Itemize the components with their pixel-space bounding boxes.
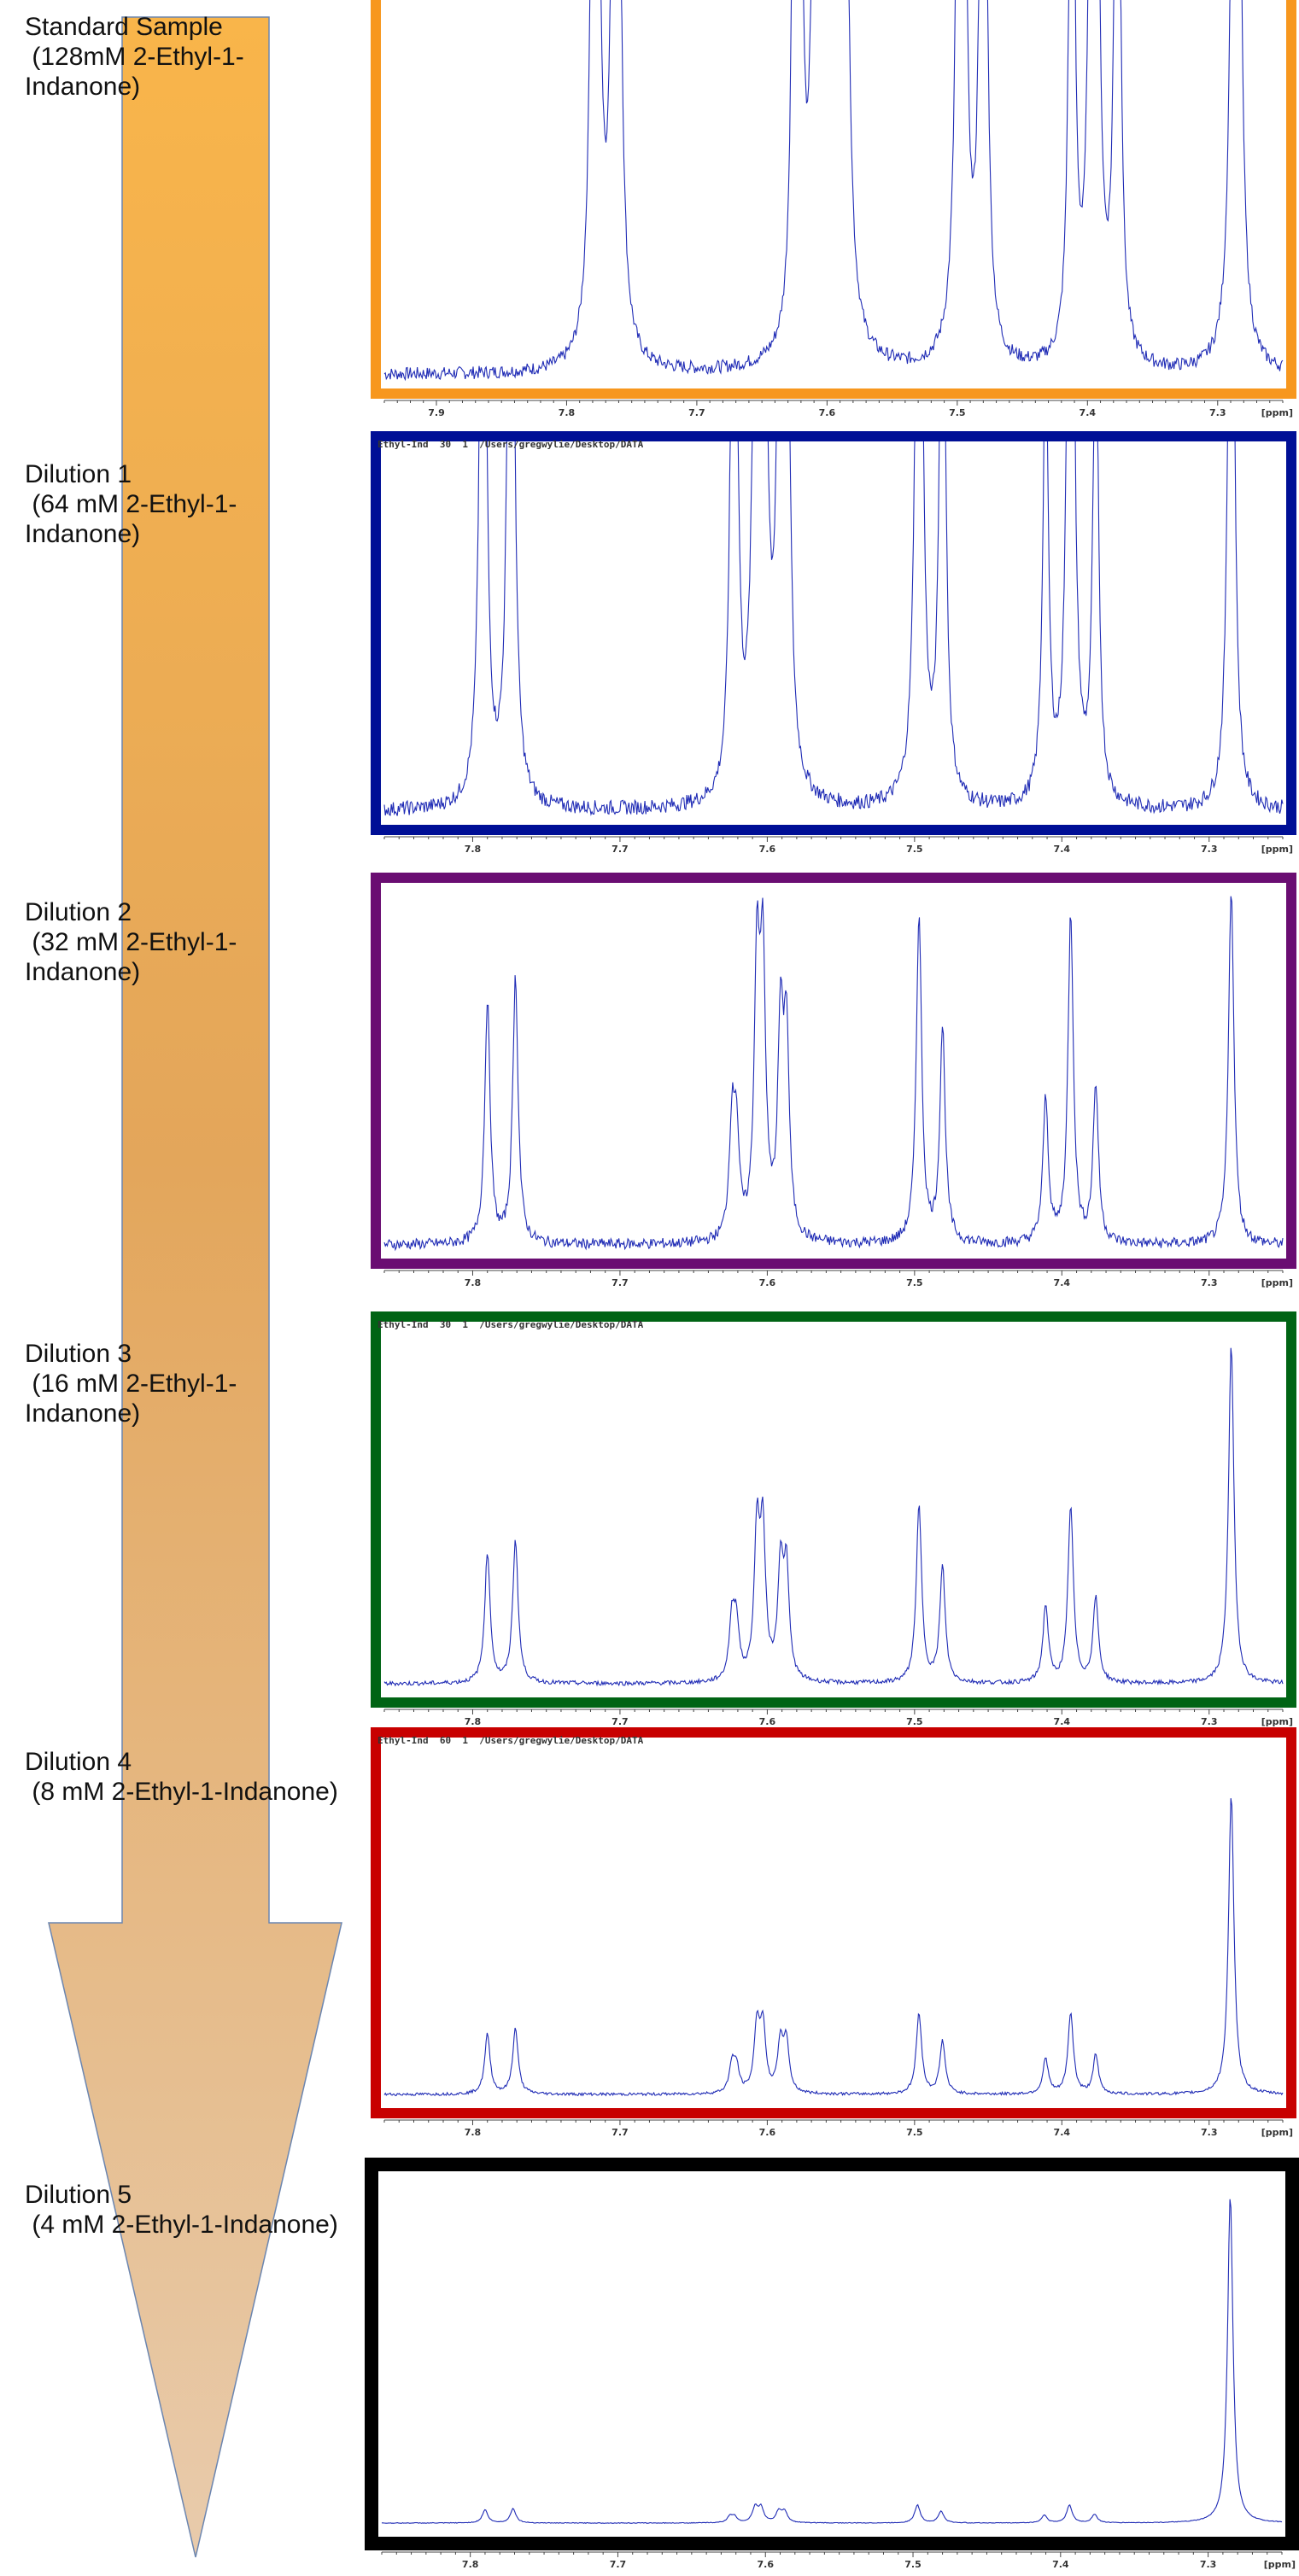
spectrum-panel: 7.8 7.7 7.6 7.5 7.4 7.3 [ppm]	[371, 873, 1296, 1288]
x-tick-label: 7.3	[1201, 1716, 1218, 1727]
sample-label-line: (32 mM 2-Ethyl-1-	[25, 928, 237, 956]
x-tick-label: 7.8	[465, 1716, 482, 1727]
panel-border	[365, 2158, 1299, 2550]
panel-border	[371, 431, 1296, 835]
spectrum-trace	[383, 896, 1284, 1252]
sample-label-line: Dilution 2	[25, 898, 132, 926]
sample-label: Dilution 1 (64 mM 2-Ethyl-1- Indanone)	[25, 459, 237, 549]
x-tick-label: 7.7	[611, 844, 629, 855]
spectrum-chart: 7.8 7.7 7.6 7.5 7.4 7.3 [ppm]	[371, 431, 1296, 855]
spectrum-chart: 7.8 7.7 7.6 7.5 7.4 7.3 [ppm]	[371, 1311, 1296, 1727]
x-unit-label: [ppm]	[1261, 1716, 1293, 1727]
spectrum-trace	[383, 1798, 1284, 2097]
arrow-shape	[48, 16, 342, 2558]
x-tick-label: 7.7	[611, 1277, 629, 1288]
spectrum-header: Ethyl-Ind 60 1 /Users/gregwylie/Desktop/…	[377, 1735, 644, 1746]
x-tick-label: 7.4	[1054, 1277, 1071, 1288]
sample-label: Dilution 2 (32 mM 2-Ethyl-1- Indanone)	[25, 897, 237, 987]
x-tick-label: 7.9	[428, 407, 444, 418]
x-tick-label: 7.5	[906, 2127, 923, 2138]
x-tick-label: 7.3	[1201, 844, 1218, 855]
sample-label-line: Dilution 1	[25, 460, 132, 488]
x-unit-label: [ppm]	[1261, 1277, 1293, 1288]
sample-label: Dilution 5 (4 mM 2-Ethyl-1-Indanone)	[25, 2180, 338, 2240]
x-tick-label: 7.8	[465, 844, 482, 855]
sample-label-line: Dilution 5	[25, 2181, 132, 2209]
spectrum-chart: 7.9 7.8 7.7 7.6 7.5 7.4 7.3 [ppm]	[371, 0, 1296, 418]
panel-border	[371, 873, 1296, 1269]
spectrum-chart: 7.8 7.7 7.6 7.5 7.4 7.3 [ppm]	[371, 1727, 1296, 2138]
x-tick-label: 7.3	[1201, 1277, 1218, 1288]
spectrum-panel: 7.8 7.7 7.6 7.5 7.4 7.3 [ppm]	[365, 2158, 1299, 2570]
x-tick-label: 7.3	[1201, 2127, 1218, 2138]
sample-label-line: Indanone)	[25, 520, 141, 548]
x-tick-label: 7.5	[949, 407, 966, 418]
x-tick-label: 7.6	[759, 1716, 776, 1727]
panel-border	[371, 1311, 1296, 1708]
sample-label: Standard Sample (128mM 2-Ethyl-1- Indanon…	[25, 12, 244, 102]
x-tick-label: 7.7	[610, 2559, 627, 2570]
sample-label-line: (64 mM 2-Ethyl-1-	[25, 490, 237, 518]
sample-label-line: Dilution 4	[25, 1748, 132, 1776]
spectrum-panel: 7.8 7.7 7.6 7.5 7.4 7.3 [ppm] Ethyl-Ind 30 1 /U…	[371, 1311, 1296, 1727]
x-tick-label: 7.8	[465, 1277, 482, 1288]
x-tick-label: 7.5	[904, 2559, 922, 2570]
x-tick-label: 7.4	[1054, 1716, 1071, 1727]
x-tick-label: 7.5	[906, 1277, 923, 1288]
spectrum-trace	[383, 0, 1284, 382]
sample-label-line: Indanone)	[25, 958, 141, 986]
spectrum-trace	[381, 2199, 1283, 2524]
sample-label-line: Indanone)	[25, 73, 141, 101]
x-tick-label: 7.7	[611, 1716, 629, 1727]
x-tick-label: 7.6	[819, 407, 836, 418]
spectrum-header: Ethyl-Ind 30 1 /Users/gregwylie/Desktop/…	[377, 1319, 644, 1330]
x-tick-label: 7.7	[688, 407, 705, 418]
spectrum-panel: 7.8 7.7 7.6 7.5 7.4 7.3 [ppm] Ethyl-Ind 60 1 /U…	[371, 1727, 1296, 2138]
spectrum-panel: 7.8 7.7 7.6 7.5 7.4 7.3 [ppm] Ethyl-Ind 30 1 /U…	[371, 431, 1296, 855]
x-unit-label: [ppm]	[1261, 844, 1293, 855]
x-tick-label: 7.3	[1200, 2559, 1217, 2570]
sample-label: Dilution 4 (8 mM 2-Ethyl-1-Indanone)	[25, 1747, 338, 1807]
x-unit-label: [ppm]	[1261, 407, 1293, 418]
spectrum-trace	[383, 441, 1284, 816]
x-tick-label: 7.5	[906, 1716, 923, 1727]
panel-border	[371, 1727, 1296, 2118]
x-tick-label: 7.4	[1054, 844, 1071, 855]
x-tick-label: 7.4	[1080, 407, 1097, 418]
sample-label-line: (128mM 2-Ethyl-1-	[25, 43, 244, 71]
spectrum-chart: 7.8 7.7 7.6 7.5 7.4 7.3 [ppm]	[371, 873, 1296, 1288]
x-unit-label: [ppm]	[1264, 2559, 1296, 2570]
x-tick-label: 7.7	[611, 2127, 629, 2138]
x-tick-label: 7.6	[759, 2127, 776, 2138]
spectrum-panel: 7.9 7.8 7.7 7.6 7.5 7.4 7.3 [ppm]	[371, 0, 1296, 418]
sample-label-line: Standard Sample	[25, 13, 223, 41]
sample-label-line: (16 mM 2-Ethyl-1-	[25, 1370, 237, 1398]
panel-border	[371, 0, 1296, 399]
sample-label-line: Indanone)	[25, 1399, 141, 1428]
x-tick-label: 7.8	[559, 407, 576, 418]
x-tick-label: 7.4	[1052, 2559, 1069, 2570]
spectrum-header: Ethyl-Ind 30 1 /Users/gregwylie/Desktop/…	[377, 439, 644, 450]
x-tick-label: 7.3	[1209, 407, 1226, 418]
x-tick-label: 7.6	[757, 2559, 774, 2570]
sample-label-line: Dilution 3	[25, 1340, 132, 1368]
spectrum-chart: 7.8 7.7 7.6 7.5 7.4 7.3 [ppm]	[365, 2158, 1299, 2570]
sample-label-line: (4 mM 2-Ethyl-1-Indanone)	[25, 2211, 338, 2239]
x-tick-label: 7.6	[759, 844, 776, 855]
x-tick-label: 7.8	[462, 2559, 479, 2570]
sample-label-line: (8 mM 2-Ethyl-1-Indanone)	[25, 1778, 338, 1806]
x-unit-label: [ppm]	[1261, 2127, 1293, 2138]
sample-label: Dilution 3 (16 mM 2-Ethyl-1- Indanone)	[25, 1339, 237, 1428]
spectrum-trace	[383, 1347, 1284, 1687]
x-tick-label: 7.5	[906, 844, 923, 855]
x-tick-label: 7.6	[759, 1277, 776, 1288]
x-tick-label: 7.4	[1054, 2127, 1071, 2138]
x-tick-label: 7.8	[465, 2127, 482, 2138]
